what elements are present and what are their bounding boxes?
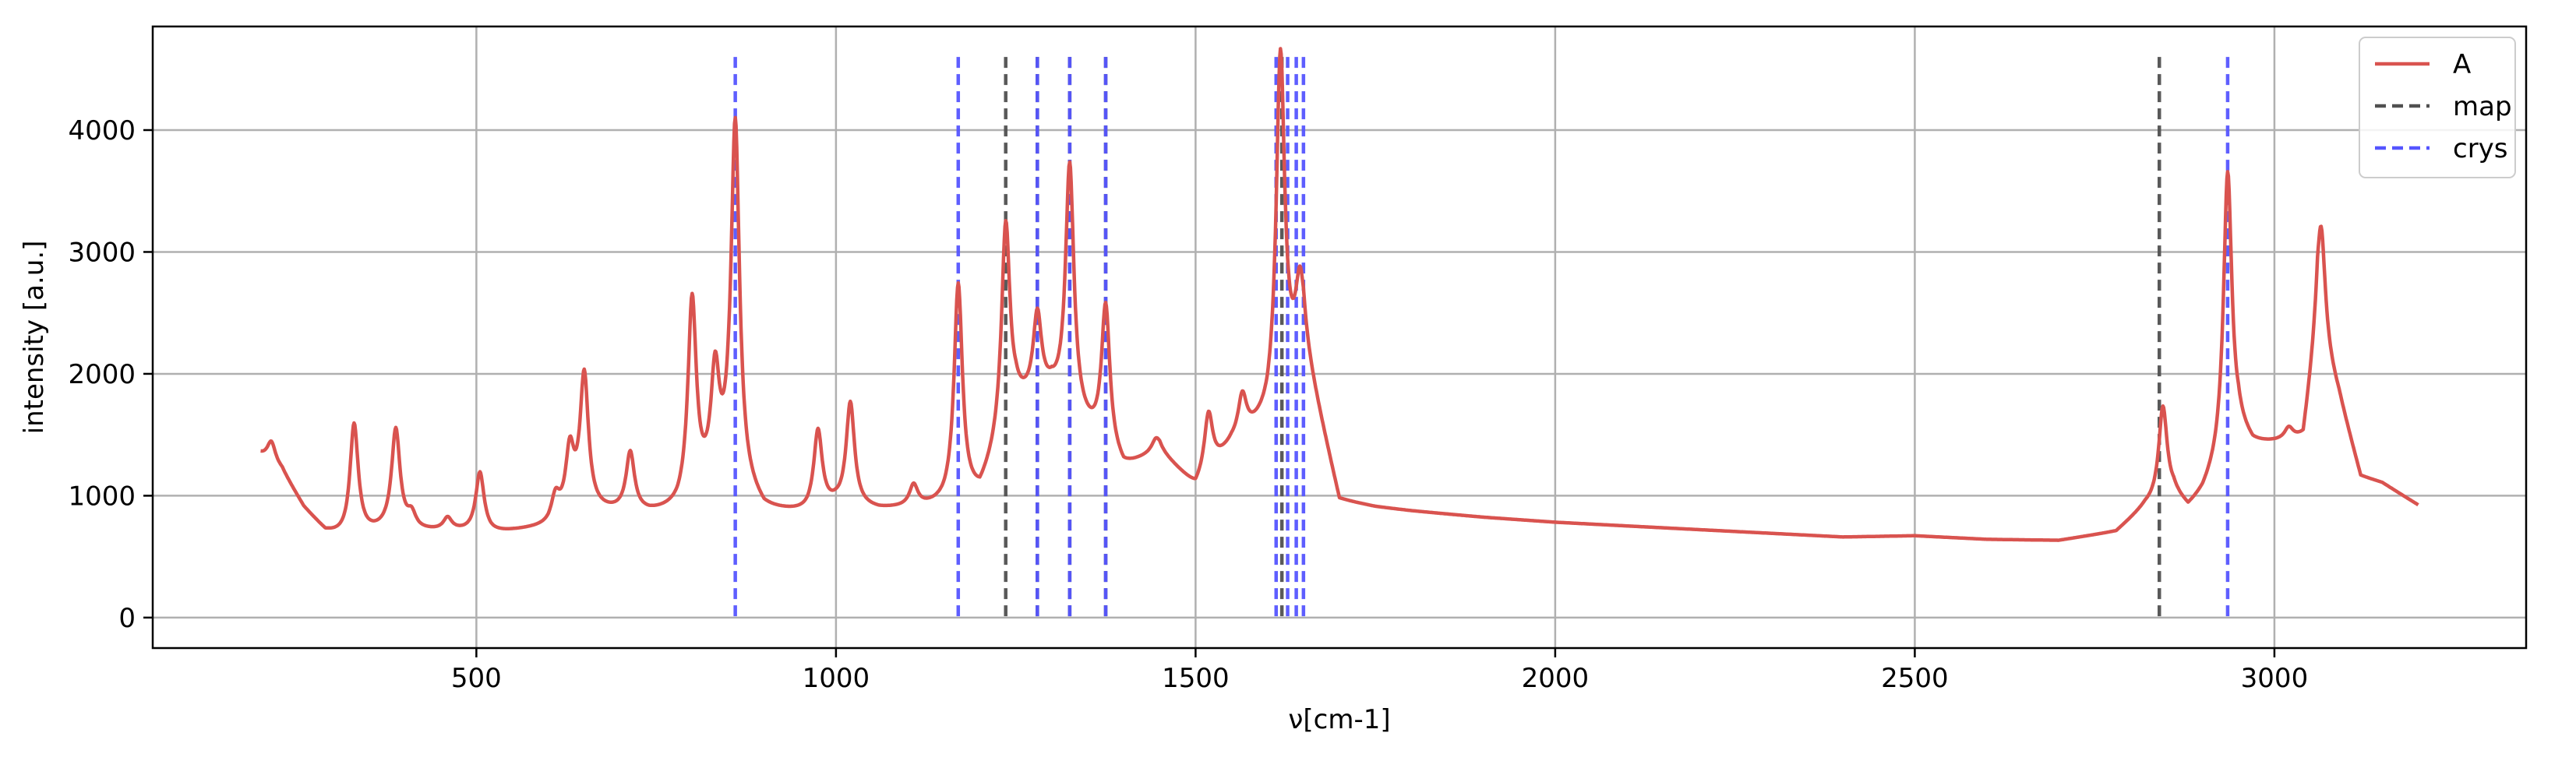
y-axis-label: intensity [a.u.] — [19, 241, 50, 435]
y-tick-label: 4000 — [68, 115, 136, 146]
legend-label-crys: crys — [2453, 133, 2508, 164]
series-line-A — [259, 47, 2419, 542]
grid-lines — [153, 26, 2526, 648]
y-tick-label: 3000 — [68, 237, 136, 268]
plot-frame — [151, 25, 2528, 650]
x-tick-label: 1500 — [1162, 663, 1230, 694]
y-tick-label: 2000 — [68, 359, 136, 390]
x-tick-label: 500 — [451, 663, 502, 694]
legend-box — [2359, 37, 2516, 178]
plot-area — [259, 47, 2419, 618]
x-tick-label: 2000 — [1522, 663, 1590, 694]
x-axis-ticks: 500 1000 1500 2000 2500 3000 — [451, 648, 2308, 694]
x-tick-label: 2500 — [1881, 663, 1949, 694]
x-axis-label: ν[cm-1] — [1288, 704, 1390, 735]
y-tick-label: 0 — [118, 603, 136, 634]
legend-label-map: map — [2453, 91, 2512, 122]
legend: A map crys — [2359, 37, 2516, 178]
x-tick-label: 3000 — [2241, 663, 2309, 694]
legend-label-A: A — [2453, 49, 2471, 80]
y-tick-label: 1000 — [68, 481, 136, 512]
y-axis-ticks: 0 1000 2000 3000 4000 — [68, 115, 153, 634]
x-tick-label: 1000 — [803, 663, 870, 694]
